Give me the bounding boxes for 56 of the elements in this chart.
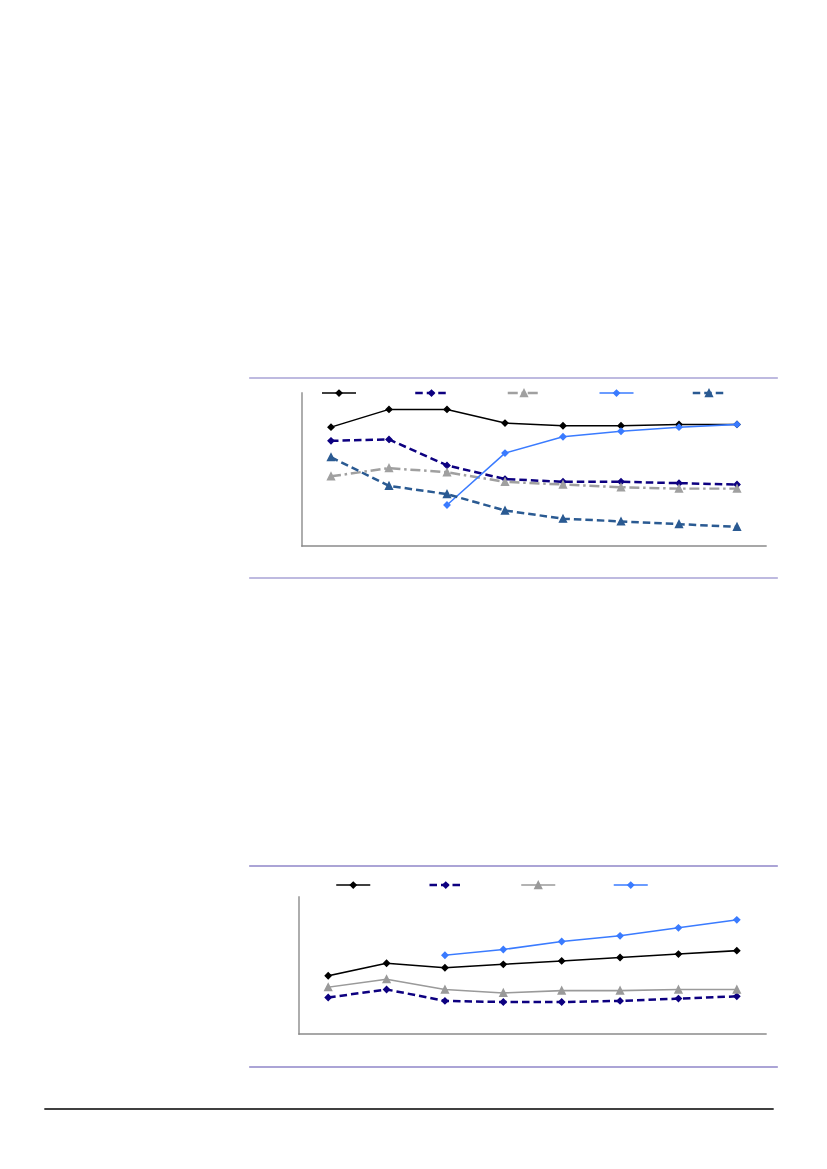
point xyxy=(324,972,332,980)
point xyxy=(441,997,449,1005)
point xyxy=(732,522,742,532)
point xyxy=(615,986,625,995)
point xyxy=(442,489,452,499)
point xyxy=(674,484,684,493)
point xyxy=(324,983,333,992)
point xyxy=(733,947,741,955)
point xyxy=(559,433,567,441)
point xyxy=(327,423,335,431)
point xyxy=(559,422,567,430)
point xyxy=(558,514,568,523)
point xyxy=(382,985,391,994)
point xyxy=(674,985,683,994)
point xyxy=(382,975,391,984)
point xyxy=(732,985,741,994)
point xyxy=(558,998,566,1006)
point xyxy=(326,453,336,462)
point xyxy=(674,994,683,1003)
point xyxy=(327,437,335,445)
point xyxy=(733,916,741,924)
point xyxy=(499,960,507,968)
point xyxy=(558,957,566,965)
point xyxy=(616,932,624,940)
point xyxy=(501,449,509,457)
point xyxy=(732,484,742,493)
point xyxy=(617,422,625,430)
point xyxy=(674,950,683,958)
point xyxy=(440,985,450,994)
point xyxy=(558,937,566,946)
point xyxy=(616,953,624,962)
point xyxy=(617,427,625,435)
point xyxy=(442,468,452,477)
point xyxy=(674,519,684,529)
point xyxy=(557,986,566,995)
point xyxy=(733,992,741,1000)
point xyxy=(441,951,449,959)
point xyxy=(326,472,336,481)
point xyxy=(674,924,683,932)
point xyxy=(499,945,507,954)
point xyxy=(324,993,332,1002)
point xyxy=(382,959,391,967)
point xyxy=(616,997,624,1005)
point xyxy=(385,405,393,414)
point xyxy=(443,461,451,470)
point xyxy=(675,479,683,487)
point xyxy=(500,506,510,515)
point xyxy=(384,463,394,473)
point xyxy=(441,964,449,972)
point xyxy=(499,988,508,998)
point xyxy=(499,998,507,1006)
point xyxy=(616,517,626,526)
point xyxy=(385,435,393,444)
point xyxy=(616,483,626,492)
point xyxy=(443,405,451,414)
point xyxy=(384,481,394,491)
